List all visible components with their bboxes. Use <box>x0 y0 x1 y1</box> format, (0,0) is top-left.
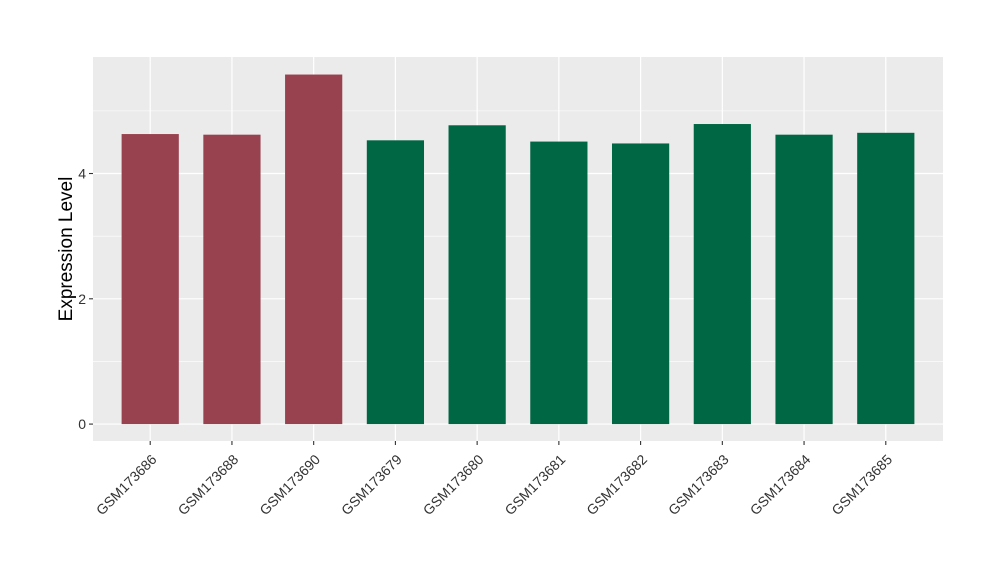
bar-GSM173686 <box>121 134 179 425</box>
x-tick-label: GSM173683 <box>665 451 732 518</box>
x-tick-label: GSM173688 <box>175 451 242 518</box>
x-tick-label: GSM173684 <box>747 451 814 518</box>
x-tick-label: GSM173679 <box>338 451 405 518</box>
x-tick-label: GSM173686 <box>93 451 160 518</box>
bar-GSM173685 <box>857 132 915 425</box>
x-tick-label: GSM173680 <box>420 451 487 518</box>
bar-GSM173682 <box>611 143 670 425</box>
x-tick-label: GSM173685 <box>828 451 895 518</box>
bar-GSM173683 <box>693 124 751 425</box>
y-tick-label: 2 <box>78 291 86 307</box>
bar-GSM173679 <box>366 140 425 425</box>
bar-GSM173688 <box>203 134 261 425</box>
bar-GSM173684 <box>775 134 833 425</box>
x-tick-label: GSM173690 <box>256 451 323 518</box>
bar-GSM173680 <box>448 125 506 425</box>
y-tick-label: 0 <box>78 416 86 432</box>
x-axis: GSM173686 GSM173688 GSM173690 GSM173679 GSM1… <box>93 441 895 518</box>
bar-GSM173681 <box>530 141 588 425</box>
y-axis: 0 2 4 <box>78 166 93 432</box>
y-tick-label: 4 <box>78 166 86 182</box>
x-tick-label: GSM173681 <box>501 451 568 518</box>
y-axis-title: Expression Level <box>56 177 77 322</box>
x-tick-label: GSM173682 <box>583 451 650 518</box>
bars <box>121 74 915 425</box>
bar-GSM173690 <box>285 74 343 425</box>
